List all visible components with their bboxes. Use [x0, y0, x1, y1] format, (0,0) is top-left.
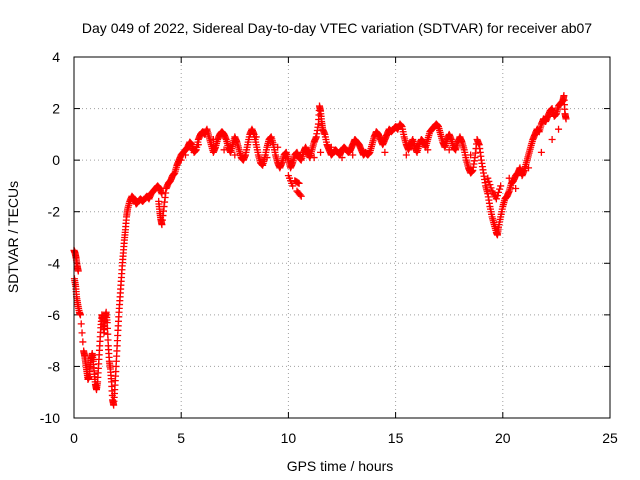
y-axis-label: SDTVAR / TECUs [5, 181, 21, 293]
data-point [252, 133, 260, 141]
data-point [496, 185, 504, 193]
data-point [525, 164, 533, 172]
data-point [381, 148, 389, 156]
x-axis-label: GPS time / hours [287, 458, 394, 474]
y-tick-label: -10 [40, 410, 60, 426]
data-point [77, 320, 85, 328]
data-points [70, 92, 570, 409]
data-point [295, 179, 303, 187]
chart-title: Day 049 of 2022, Sidereal Day-to-day VTE… [82, 20, 592, 36]
y-tick-label: 0 [52, 152, 60, 168]
data-point [78, 329, 86, 337]
data-point [317, 148, 325, 156]
data-point [424, 146, 432, 154]
data-point [209, 136, 217, 144]
data-point [79, 338, 87, 346]
data-point [338, 154, 346, 162]
grid [74, 57, 610, 418]
y-tick-label: -2 [48, 204, 61, 220]
x-tick-label: 15 [388, 430, 404, 446]
data-point [194, 141, 202, 149]
data-point [76, 311, 84, 319]
data-point [484, 174, 492, 182]
data-point [505, 174, 513, 182]
data-point [263, 154, 271, 162]
data-point [327, 143, 335, 151]
y-tick-label: 4 [52, 49, 60, 65]
data-point [495, 188, 503, 196]
data-point [402, 151, 410, 159]
data-point [177, 156, 185, 164]
data-point [74, 267, 82, 275]
data-point [274, 143, 282, 151]
plot-frame [73, 56, 611, 419]
data-point [555, 125, 563, 133]
data-point [289, 182, 297, 190]
y-tick-label: -8 [48, 358, 61, 374]
y-tick-label: 2 [52, 101, 60, 117]
data-point [349, 151, 357, 159]
data-point [310, 154, 318, 162]
data-point [188, 146, 196, 154]
data-point [445, 146, 453, 154]
y-tick-label: -4 [48, 255, 61, 271]
data-point [492, 195, 500, 203]
x-tick-label: 25 [602, 430, 618, 446]
data-point [512, 185, 520, 193]
x-tick-label: 5 [177, 430, 185, 446]
data-point [231, 151, 239, 159]
data-point [562, 115, 570, 123]
y-tick-label: -6 [48, 307, 61, 323]
data-point [467, 151, 475, 159]
data-point [486, 181, 494, 189]
x-tick-label: 0 [70, 430, 78, 446]
data-point [493, 192, 501, 200]
data-point [297, 192, 305, 200]
data-point [181, 151, 189, 159]
data-point [548, 136, 556, 144]
data-point [537, 148, 545, 156]
data-point [497, 182, 505, 190]
data-point [220, 146, 228, 154]
data-point [296, 191, 304, 199]
x-tick-label: 10 [281, 430, 297, 446]
x-tick-label: 20 [495, 430, 511, 446]
data-point [487, 184, 495, 192]
data-point [485, 177, 493, 185]
